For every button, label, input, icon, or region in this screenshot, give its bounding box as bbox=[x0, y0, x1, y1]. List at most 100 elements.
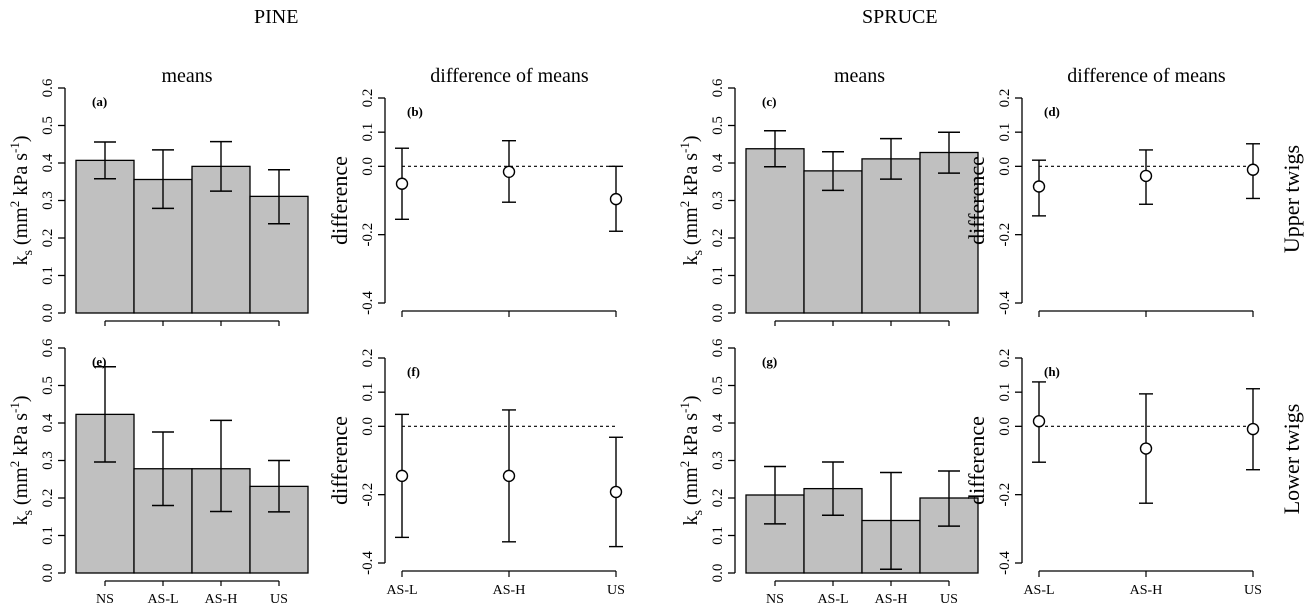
species-title-pine: PINE bbox=[254, 6, 299, 28]
y-tick-label: 0.0 bbox=[40, 304, 56, 323]
panel-label: (f) bbox=[407, 364, 420, 379]
y-tick-label: 0.1 bbox=[360, 123, 376, 142]
y-tick-label: 0.2 bbox=[360, 89, 376, 108]
x-tick-label: US bbox=[1244, 583, 1262, 598]
y-tick-label: -0.2 bbox=[360, 483, 376, 507]
y-tick-label: 0.0 bbox=[360, 157, 376, 176]
panel-d: difference of means (d) -0.4 -0.2 0.0 0.1 0.2 d… bbox=[964, 65, 1260, 317]
y-axis-label: difference bbox=[964, 416, 989, 505]
y-tick-label: 0.0 bbox=[360, 417, 376, 436]
y-tick-label: -0.2 bbox=[360, 223, 376, 247]
panel-g: (g) 0.0 0.1 0.2 0.3 0.4 0.5 0.6 ks (mm2 kPa s-1)… bbox=[677, 338, 979, 607]
y-tick-label: 0.2 bbox=[997, 349, 1013, 368]
y-tick-label: 0.5 bbox=[40, 116, 56, 135]
y-tick-label: 0.1 bbox=[710, 526, 726, 545]
x-tick-label: US bbox=[270, 592, 288, 607]
x-tick-label: AS-L bbox=[386, 583, 417, 598]
point bbox=[395, 469, 409, 483]
point bbox=[1032, 180, 1046, 193]
y-tick-label: 0.1 bbox=[710, 266, 726, 285]
y-tick-label: 0.0 bbox=[710, 304, 726, 323]
y-tick-label: 0.1 bbox=[40, 526, 56, 545]
y-tick-label: 0.1 bbox=[997, 383, 1013, 402]
y-tick-label: 0.0 bbox=[710, 564, 726, 583]
y-tick-label: 0.2 bbox=[40, 229, 56, 248]
y-tick-label: 0.5 bbox=[40, 376, 56, 395]
x-tick-label: NS bbox=[766, 592, 784, 607]
point bbox=[1246, 422, 1260, 436]
panel-label: (a) bbox=[92, 94, 107, 109]
panel-a: means (a) 0.0 0.1 0.2 0.3 0.4 0.5 0.6 ks (mm2 kPa… bbox=[7, 65, 309, 326]
y-tick-label: 0.4 bbox=[710, 413, 726, 432]
bar bbox=[745, 148, 805, 314]
y-tick-label: -0.2 bbox=[997, 223, 1013, 247]
y-axis-label: difference bbox=[327, 156, 352, 245]
point bbox=[502, 469, 516, 483]
y-tick-label: 0.4 bbox=[40, 153, 56, 172]
y-tick-label: -0.4 bbox=[997, 291, 1013, 315]
bar bbox=[75, 159, 135, 314]
point bbox=[1246, 163, 1260, 176]
y-axis-label: ks (mm2 kPa s-1) bbox=[677, 395, 706, 525]
y-tick-label: 0.2 bbox=[710, 229, 726, 248]
y-tick-label: 0.1 bbox=[997, 123, 1013, 142]
x-tick-label: US bbox=[940, 592, 958, 607]
point bbox=[1032, 415, 1046, 428]
y-axis-label: ks (mm2 kPa s-1) bbox=[677, 135, 706, 265]
x-tick-label: AS-L bbox=[147, 592, 178, 607]
y-tick-label: -0.4 bbox=[997, 551, 1013, 575]
y-tick-label: 0.2 bbox=[710, 489, 726, 508]
bar bbox=[861, 158, 921, 314]
panel-label: (b) bbox=[407, 104, 423, 119]
y-tick-label: -0.4 bbox=[360, 291, 376, 315]
y-axis-label: difference bbox=[327, 416, 352, 505]
x-tick-label: AS-H bbox=[875, 592, 908, 607]
panel-title: means bbox=[161, 65, 212, 87]
y-tick-label: 0.1 bbox=[40, 266, 56, 285]
y-tick-label: 0.4 bbox=[40, 413, 56, 432]
panel-label: (d) bbox=[1044, 104, 1060, 119]
y-tick-label: 0.6 bbox=[40, 78, 56, 97]
y-tick-label: -0.4 bbox=[360, 551, 376, 575]
y-tick-label: 0.0 bbox=[40, 564, 56, 583]
x-tick-label: AS-H bbox=[1130, 583, 1163, 598]
point bbox=[609, 485, 623, 499]
x-tick-label: AS-L bbox=[1023, 583, 1054, 598]
point bbox=[609, 192, 623, 206]
y-axis-label: difference bbox=[964, 156, 989, 245]
y-tick-label: 0.3 bbox=[710, 191, 726, 210]
y-tick-label: 0.0 bbox=[997, 157, 1013, 176]
panel-label: (h) bbox=[1044, 364, 1060, 379]
panel-f: (f) -0.4 -0.2 0.0 0.1 0.2 difference AS-L AS-H US bbox=[327, 349, 625, 598]
point bbox=[1139, 442, 1153, 455]
y-tick-label: 0.3 bbox=[40, 191, 56, 210]
y-tick-label: 0.5 bbox=[710, 376, 726, 395]
y-tick-label: -0.2 bbox=[997, 483, 1013, 507]
x-tick-label: AS-H bbox=[205, 592, 238, 607]
y-tick-label: 0.1 bbox=[360, 383, 376, 402]
y-tick-label: 0.0 bbox=[997, 417, 1013, 436]
panel-b: difference of means (b) -0.4 -0.2 0.0 0.1 0.2 d… bbox=[327, 65, 623, 317]
panel-label: (e) bbox=[92, 354, 106, 369]
point bbox=[1139, 169, 1153, 183]
y-tick-label: 0.4 bbox=[710, 153, 726, 172]
y-axis-label: ks (mm2 kPa s-1) bbox=[7, 395, 36, 525]
y-tick-label: 0.6 bbox=[40, 338, 56, 357]
y-tick-label: 0.2 bbox=[997, 89, 1013, 108]
y-tick-label: 0.3 bbox=[710, 451, 726, 470]
panel-e: (e) 0.0 0.1 0.2 0.3 0.4 0.5 0.6 ks (mm2 kPa s-1)… bbox=[7, 338, 309, 607]
bar bbox=[803, 170, 863, 314]
x-tick-label: US bbox=[607, 583, 625, 598]
y-axis-label: ks (mm2 kPa s-1) bbox=[7, 135, 36, 265]
panel-label: (g) bbox=[762, 354, 777, 369]
point bbox=[502, 165, 516, 179]
y-tick-label: 0.3 bbox=[40, 451, 56, 470]
panel-title: difference of means bbox=[1067, 65, 1226, 87]
y-tick-label: 0.5 bbox=[710, 116, 726, 135]
y-tick-label: 0.6 bbox=[710, 78, 726, 97]
y-tick-label: 0.2 bbox=[40, 489, 56, 508]
species-title-spruce: SPRUCE bbox=[862, 6, 938, 28]
point bbox=[395, 177, 409, 190]
y-tick-label: 0.6 bbox=[710, 338, 726, 357]
